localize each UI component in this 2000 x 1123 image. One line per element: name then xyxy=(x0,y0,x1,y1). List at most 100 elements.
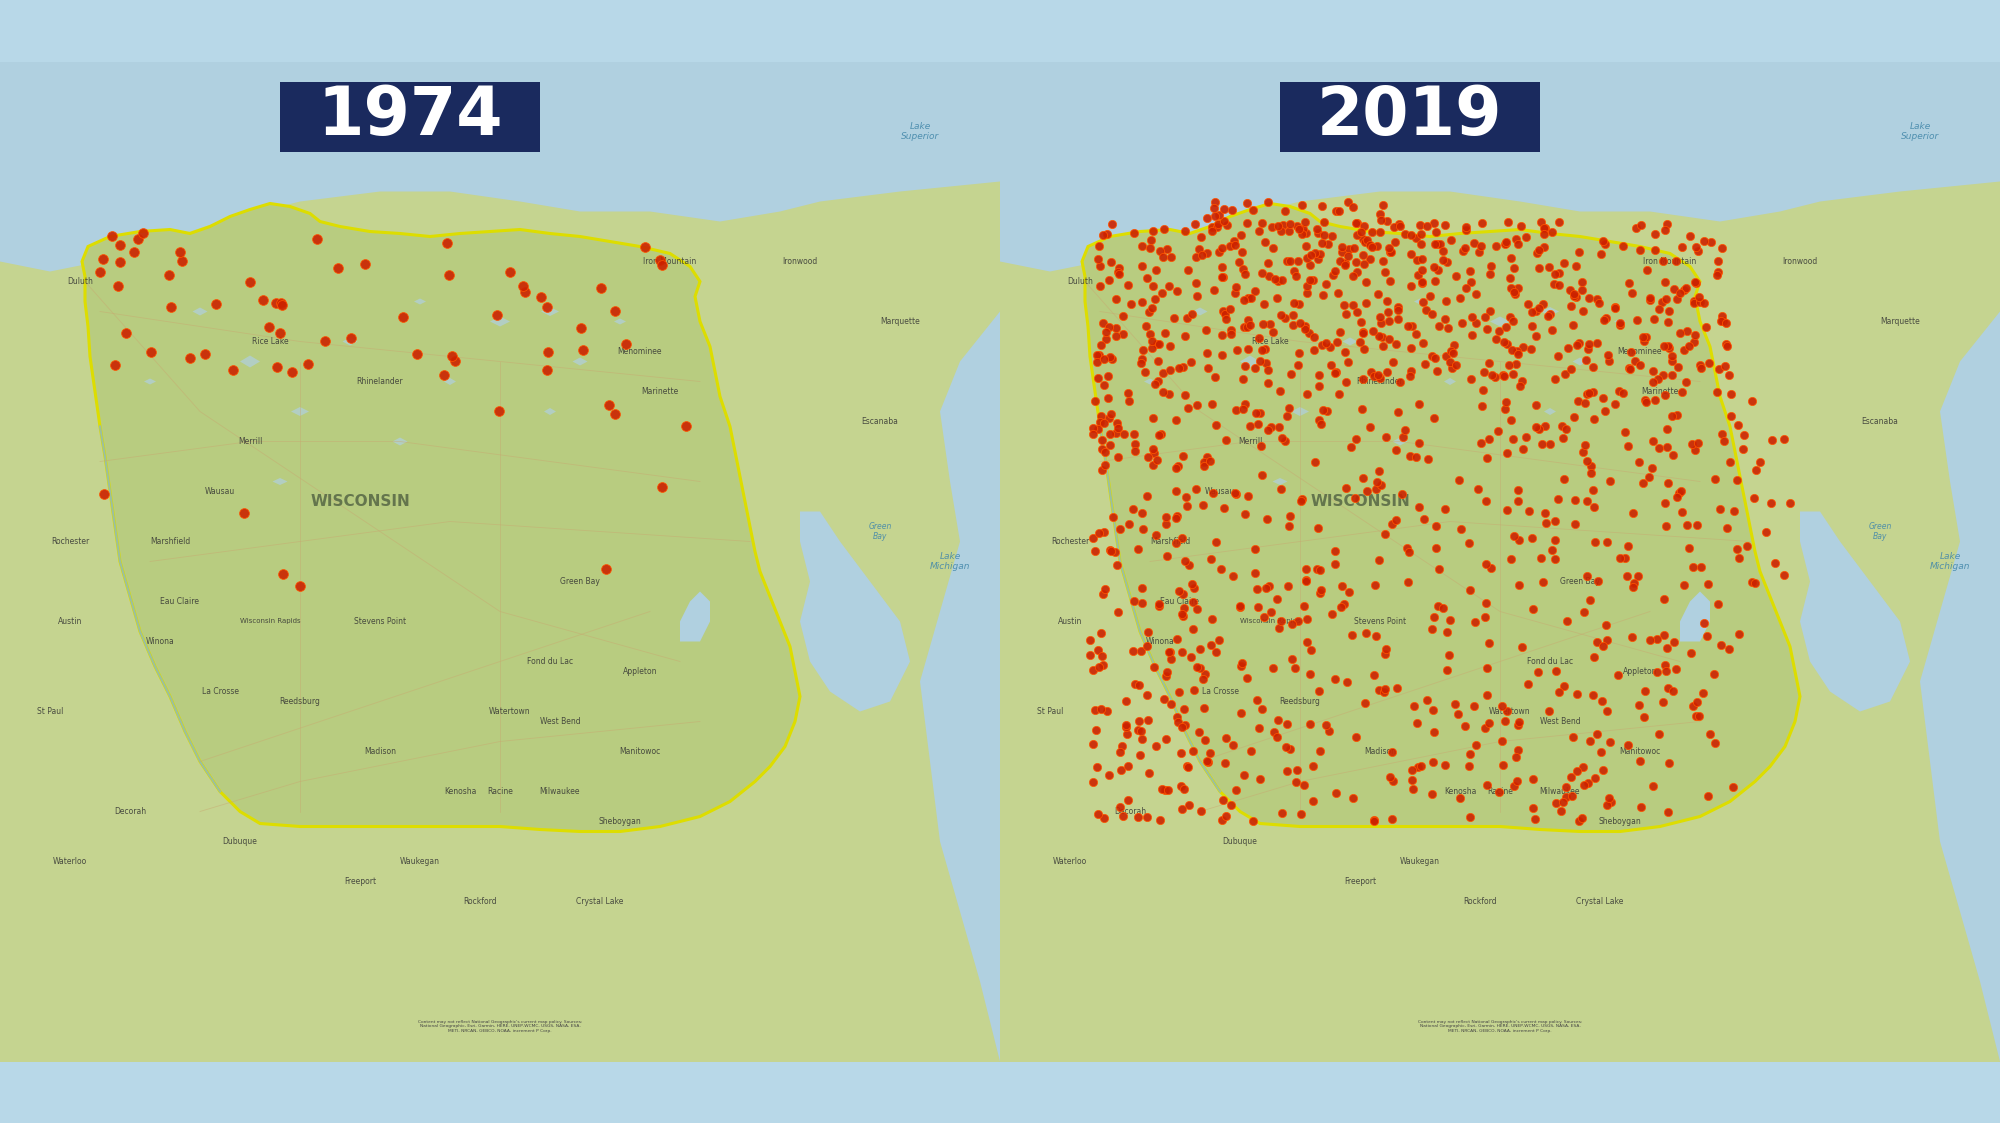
Point xyxy=(1238,282,1270,300)
Point xyxy=(1136,440,1168,458)
Point xyxy=(1476,257,1508,275)
Point xyxy=(1458,234,1490,252)
Point xyxy=(1624,752,1656,770)
Point xyxy=(1618,504,1650,522)
Point xyxy=(1490,234,1522,252)
Point xyxy=(1382,403,1414,421)
Point xyxy=(1392,317,1424,335)
Point xyxy=(1624,217,1656,235)
Point xyxy=(1474,430,1506,448)
Text: Content may not reflect National Geographic's current map policy. Sources:
Natio: Content may not reflect National Geograp… xyxy=(1418,1020,1582,1033)
Point xyxy=(1534,304,1566,322)
Point xyxy=(1078,701,1110,719)
Point xyxy=(1236,812,1268,830)
Point xyxy=(1454,746,1486,764)
Point xyxy=(1510,228,1542,246)
Point xyxy=(1110,715,1142,733)
Point xyxy=(1436,341,1468,359)
Point xyxy=(1572,384,1604,402)
Point xyxy=(1272,577,1304,595)
Text: Rice Lake: Rice Lake xyxy=(1252,337,1288,346)
Point xyxy=(1512,294,1544,312)
Text: Decorah: Decorah xyxy=(114,807,146,816)
Point xyxy=(1080,721,1112,739)
Point xyxy=(1240,692,1272,710)
Point xyxy=(1616,578,1648,596)
Point xyxy=(1590,796,1622,814)
Point xyxy=(1466,396,1498,414)
Point xyxy=(1570,394,1602,412)
Point xyxy=(1108,326,1140,344)
Point xyxy=(1180,247,1212,265)
Point xyxy=(1150,508,1182,526)
Polygon shape xyxy=(1444,378,1456,385)
Point xyxy=(1330,373,1362,391)
Text: Lake
Michigan: Lake Michigan xyxy=(1930,551,1970,572)
Point xyxy=(1304,562,1336,579)
Point xyxy=(1168,779,1200,797)
Point xyxy=(1394,367,1426,385)
Point xyxy=(1258,271,1290,289)
Point xyxy=(1320,202,1352,220)
Point xyxy=(1180,274,1212,292)
Point xyxy=(1540,371,1572,389)
Point xyxy=(1376,515,1408,533)
Polygon shape xyxy=(1614,319,1626,325)
Point xyxy=(1570,453,1602,471)
Point xyxy=(1438,695,1470,713)
Point xyxy=(1274,252,1306,270)
Point xyxy=(1418,701,1450,719)
Point xyxy=(1536,223,1568,241)
Point xyxy=(1124,676,1156,694)
Point xyxy=(1496,341,1528,359)
Point xyxy=(1670,373,1702,391)
Point xyxy=(1676,435,1708,453)
Point xyxy=(1228,357,1260,375)
Point xyxy=(1364,206,1396,223)
Point xyxy=(1144,424,1176,442)
Point xyxy=(1540,531,1572,549)
Point xyxy=(1196,484,1228,502)
Point xyxy=(1516,303,1548,321)
Point xyxy=(1138,444,1170,462)
Point xyxy=(1708,432,1740,450)
Point xyxy=(234,273,266,291)
Point xyxy=(1210,806,1242,824)
Point xyxy=(1546,417,1578,435)
Point xyxy=(1396,362,1428,380)
Point xyxy=(1188,453,1220,471)
Point xyxy=(1286,490,1318,508)
Point xyxy=(1428,310,1460,328)
Point xyxy=(1192,244,1224,262)
Point xyxy=(1342,214,1374,232)
Point xyxy=(1102,414,1134,432)
Point xyxy=(1122,540,1154,558)
Point xyxy=(1694,355,1726,373)
Point xyxy=(1326,238,1358,256)
Point xyxy=(1126,350,1158,368)
Point xyxy=(1466,237,1498,255)
Point xyxy=(1198,207,1230,225)
Point xyxy=(1424,560,1456,578)
Point xyxy=(88,250,120,268)
Text: Sheboygan: Sheboygan xyxy=(1598,818,1642,827)
Point xyxy=(1280,659,1312,677)
Point xyxy=(1490,234,1522,252)
Point xyxy=(1468,363,1500,381)
Point xyxy=(1500,355,1532,373)
Point xyxy=(264,323,296,341)
Point xyxy=(1216,795,1248,813)
Point xyxy=(1292,277,1324,295)
Point xyxy=(1080,758,1112,776)
Point xyxy=(1384,214,1416,232)
Point xyxy=(1586,389,1618,407)
Point xyxy=(1152,782,1184,800)
Point xyxy=(1560,515,1592,533)
Point xyxy=(1388,428,1420,446)
Polygon shape xyxy=(490,317,510,327)
Point xyxy=(1188,495,1220,513)
Point xyxy=(1280,760,1312,778)
Point xyxy=(1492,336,1524,354)
Point xyxy=(1208,754,1240,772)
Point xyxy=(1232,311,1264,329)
